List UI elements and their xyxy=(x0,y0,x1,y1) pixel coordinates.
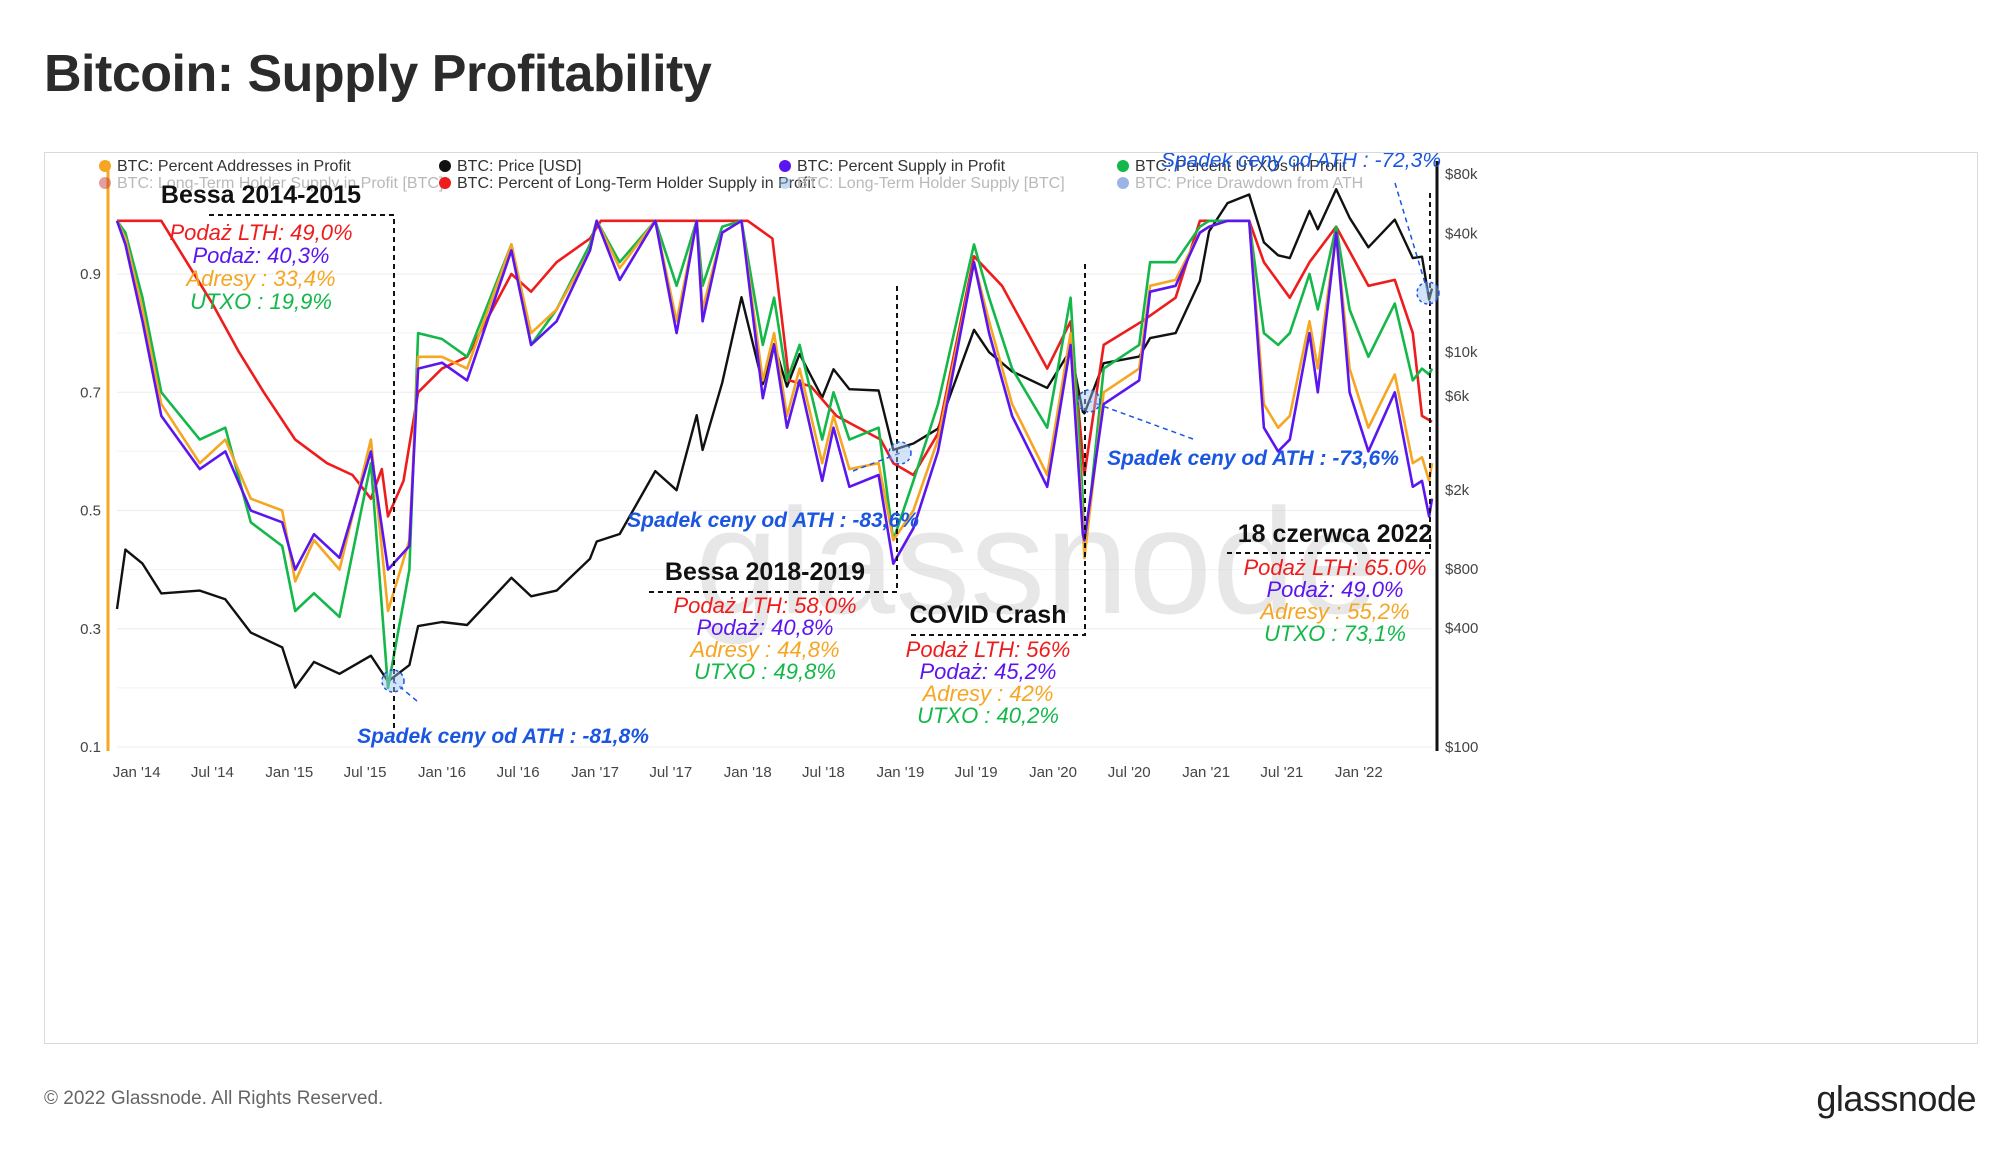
x-tick-label: Jul '18 xyxy=(802,764,845,781)
drawdown-pointer xyxy=(1394,182,1429,294)
x-tick-label: Jan '17 xyxy=(571,764,619,781)
x-tick-label: Jan '22 xyxy=(1335,764,1383,781)
legend-marker[interactable] xyxy=(439,160,451,172)
legend-item[interactable]: BTC: Long-Term Holder Supply in Profit [… xyxy=(117,175,443,192)
annotation-line: Podaż: 40,3% xyxy=(193,243,330,268)
legend-item[interactable]: BTC: Percent UTXOs in Profit xyxy=(1135,158,1347,175)
y-right-tick-label: $2k xyxy=(1445,482,1470,499)
legend-item[interactable]: BTC: Price Drawdown from ATH xyxy=(1135,175,1363,192)
annotation-line: UTXO : 73,1% xyxy=(1264,621,1406,646)
x-tick-label: Jan '15 xyxy=(265,764,313,781)
drawdown-label: Spadek ceny od ATH : -73,6% xyxy=(1107,447,1399,470)
x-tick-label: Jul '17 xyxy=(649,764,692,781)
drawdown-marker xyxy=(1416,281,1440,305)
drawdown-label: Spadek ceny od ATH : -72,3% xyxy=(1161,153,1441,172)
annotation-line: Podaż: 40,8% xyxy=(697,615,834,640)
legend-marker[interactable] xyxy=(1117,177,1129,189)
x-tick-label: Jan '18 xyxy=(724,764,772,781)
y-right-tick-label: $800 xyxy=(1445,561,1478,578)
legend-marker[interactable] xyxy=(779,160,791,172)
legend-marker[interactable] xyxy=(1117,160,1129,172)
legend-marker[interactable] xyxy=(99,160,111,172)
annotation-line: Podaż LTH: 56% xyxy=(906,637,1071,662)
legend-item[interactable]: BTC: Long-Term Holder Supply [BTC] xyxy=(797,175,1065,192)
annotation-line: UTXO : 49,8% xyxy=(694,659,836,684)
legend-item[interactable]: BTC: Percent Supply in Profit xyxy=(797,158,1006,175)
y-left-tick-label: 0.5 xyxy=(80,503,101,520)
y-left-tick-label: 0.3 xyxy=(80,621,101,638)
annotation-bracket xyxy=(911,263,1086,636)
x-tick-label: Jul '21 xyxy=(1260,764,1303,781)
annotation-line: Adresy : 42% xyxy=(921,681,1054,706)
x-tick-label: Jul '19 xyxy=(955,764,998,781)
annotation-title: 18 czerwca 2022 xyxy=(1238,520,1433,548)
y-right-tick-label: $100 xyxy=(1445,739,1478,756)
annotation-line: Adresy : 55,2% xyxy=(1258,599,1409,624)
drawdown-label: Spadek ceny od ATH : -83,6% xyxy=(627,509,919,532)
legend-marker[interactable] xyxy=(439,177,451,189)
annotation-line: Adresy : 33,4% xyxy=(184,266,335,291)
y-right-tick-label: $80k xyxy=(1445,166,1478,183)
legend-item[interactable]: BTC: Percent Addresses in Profit xyxy=(117,158,351,175)
y-right-tick-label: $40k xyxy=(1445,225,1478,242)
supply-profitability-chart: glassnode 0.1 0.3 0.5 0.7 0.9 $100 $400 $800 $2k… xyxy=(80,153,1478,781)
y-right-tick-label: $400 xyxy=(1445,620,1478,637)
x-tick-label: Jan '20 xyxy=(1029,764,1077,781)
y-left-tick-label: 0.9 xyxy=(80,266,101,283)
annotation-title: Bessa 2014-2015 xyxy=(161,181,361,209)
legend[interactable]: BTC: Percent Addresses in Profit BTC: Pri… xyxy=(99,158,1363,192)
axes: 0.1 0.3 0.5 0.7 0.9 $100 $400 $800 $2k $6k $10k $40… xyxy=(80,161,1478,781)
drawdown-marker xyxy=(1077,389,1101,413)
annotation-line: UTXO : 40,2% xyxy=(917,703,1059,728)
annotation-line: Adresy : 44,8% xyxy=(688,637,839,662)
series-line-btc-price-usd- xyxy=(115,188,1434,689)
x-tick-label: Jul '15 xyxy=(344,764,387,781)
x-tick-label: Jul '14 xyxy=(191,764,234,781)
x-tick-label: Jan '19 xyxy=(876,764,924,781)
x-tick-label: Jul '16 xyxy=(497,764,540,781)
drawdown-label: Spadek ceny od ATH : -81,8% xyxy=(357,725,649,748)
legend-item[interactable]: BTC: Percent of Long-Term Holder Supply … xyxy=(457,175,816,192)
annotation-line: Podaż LTH: 58,0% xyxy=(673,593,856,618)
annotation-title: Bessa 2018-2019 xyxy=(665,558,865,586)
annotation-line: UTXO : 19,9% xyxy=(190,289,332,314)
footer-copyright: © 2022 Glassnode. All Rights Reserved. xyxy=(44,1088,384,1109)
y-left-tick-label: 0.1 xyxy=(80,739,101,756)
series-group xyxy=(115,188,1434,690)
x-tick-label: Jul '20 xyxy=(1108,764,1151,781)
series-line-btc-percent-utxos-in-profit xyxy=(115,219,1434,690)
annotation-bracket xyxy=(649,283,898,593)
legend-marker[interactable] xyxy=(99,177,111,189)
annotation-line: Podaż LTH: 49,0% xyxy=(169,220,352,245)
legend-marker[interactable] xyxy=(779,177,791,189)
annotation-bracket xyxy=(1227,193,1431,554)
annotation-line: Podaż: 45,2% xyxy=(920,659,1057,684)
y-right-tick-label: $6k xyxy=(1445,388,1470,405)
x-tick-label: Jan '14 xyxy=(113,764,161,781)
annotation-title: COVID Crash xyxy=(910,601,1067,629)
series-line-btc-percent-supply-in-profit xyxy=(115,219,1434,571)
legend-item[interactable]: BTC: Price [USD] xyxy=(457,158,581,175)
x-tick-label: Jan '21 xyxy=(1182,764,1230,781)
glassnode-logo[interactable]: glassnode xyxy=(1816,1078,1976,1119)
y-left-tick-label: 0.7 xyxy=(80,384,101,401)
page-title: Bitcoin: Supply Profitability xyxy=(44,45,712,103)
annotation-line: Podaż LTH: 65.0% xyxy=(1243,555,1426,580)
x-tick-label: Jan '16 xyxy=(418,764,466,781)
y-right-tick-label: $10k xyxy=(1445,344,1478,361)
series-line-btc-percent-of-long-term-holder-supply-in-profit xyxy=(117,219,1433,518)
drawdown-marker xyxy=(381,669,405,693)
drawdown-marker xyxy=(888,441,912,465)
drawdown-pointer xyxy=(1088,400,1194,440)
annotation-line: Podaż: 49.0% xyxy=(1267,577,1404,602)
watermark: glassnode xyxy=(695,477,1379,645)
annotation-bracket xyxy=(209,214,395,728)
chart-container: glassnode 0.1 0.3 0.5 0.7 0.9 $100 $400 $800 $2k… xyxy=(44,152,1978,1044)
